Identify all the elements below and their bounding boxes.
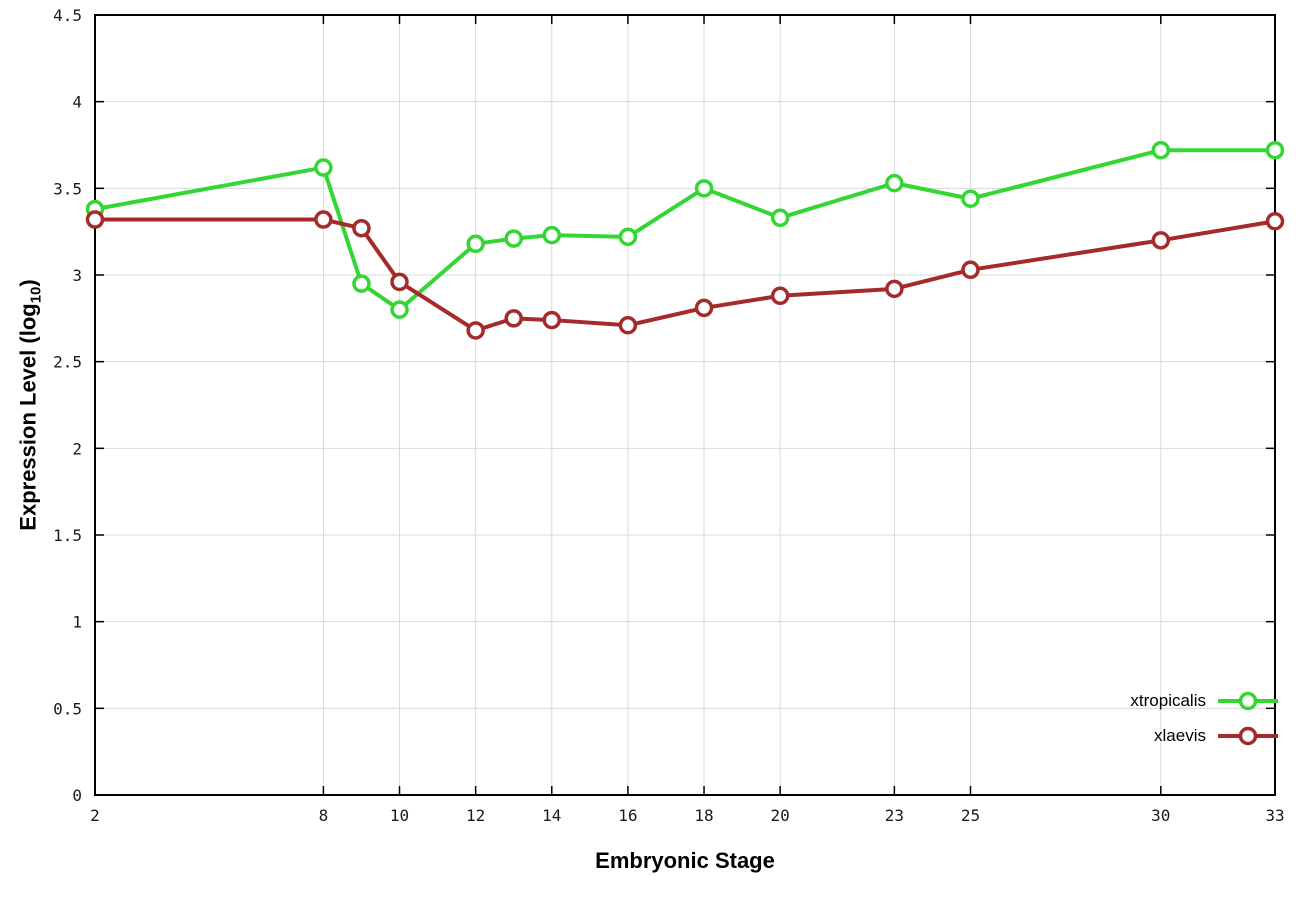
data-point-xtropicalis bbox=[504, 229, 523, 248]
data-point-xlaevis bbox=[618, 316, 638, 335]
x-tick-label: 25 bbox=[961, 806, 980, 825]
y-axis-label-suffix: ) bbox=[15, 279, 41, 287]
y-tick-label: 1.5 bbox=[53, 526, 82, 545]
series-line-xlaevis bbox=[93, 217, 1277, 333]
data-point-xtropicalis bbox=[390, 300, 409, 319]
data-point-xtropicalis bbox=[618, 227, 638, 247]
data-point-xtropicalis bbox=[1265, 140, 1285, 160]
y-tick-label: 4.5 bbox=[53, 6, 82, 25]
legend-marker-icon bbox=[1218, 691, 1278, 711]
data-point-xlaevis bbox=[466, 321, 485, 340]
legend: xtropicalis xlaevis bbox=[1130, 686, 1280, 751]
data-point-xlaevis bbox=[885, 279, 904, 299]
x-tick-label: 33 bbox=[1265, 806, 1284, 825]
y-tick-label: 4 bbox=[72, 93, 82, 112]
x-tick-label: 16 bbox=[618, 806, 637, 825]
legend-marker-icon bbox=[1218, 726, 1278, 746]
data-point-xtropicalis bbox=[466, 234, 485, 254]
y-tick-label: 3 bbox=[72, 266, 82, 285]
y-tick-label: 1 bbox=[72, 613, 82, 632]
y-axis-label-subscript: 10 bbox=[27, 286, 45, 304]
y-axis-label-text: Expression Level (log bbox=[15, 303, 41, 531]
data-point-xlaevis bbox=[85, 210, 105, 229]
x-tick-label: 2 bbox=[90, 806, 100, 825]
x-tick-label: 30 bbox=[1151, 806, 1170, 825]
legend-label: xlaevis bbox=[1154, 726, 1206, 745]
data-point-xtropicalis bbox=[542, 225, 562, 245]
x-tick-label: 8 bbox=[319, 806, 329, 825]
data-point-xtropicalis bbox=[352, 274, 371, 293]
x-tick-label: 14 bbox=[542, 806, 561, 825]
data-point-xtropicalis bbox=[1151, 140, 1171, 160]
data-point-xlaevis bbox=[504, 309, 523, 328]
data-point-xtropicalis bbox=[694, 179, 714, 198]
data-point-xtropicalis bbox=[314, 158, 333, 177]
data-point-xlaevis bbox=[1265, 212, 1285, 231]
x-tick-label: 10 bbox=[390, 806, 409, 825]
data-point-xlaevis bbox=[542, 310, 562, 330]
x-tick-label: 12 bbox=[466, 806, 485, 825]
x-axis-label: Embryonic Stage bbox=[595, 848, 775, 873]
data-point-xlaevis bbox=[390, 272, 409, 292]
y-tick-label: 2 bbox=[72, 439, 82, 458]
data-point-xlaevis bbox=[352, 218, 371, 238]
data-point-xtropicalis bbox=[885, 173, 904, 193]
y-axis-label: Expression Level (log10) bbox=[15, 279, 44, 530]
data-point-xtropicalis bbox=[961, 189, 980, 208]
series-line-xtropicalis bbox=[93, 148, 1277, 312]
y-tick-label: 0.5 bbox=[53, 699, 82, 718]
data-point-xlaevis bbox=[694, 298, 714, 318]
y-tick-label: 0 bbox=[72, 786, 82, 805]
legend-label: xtropicalis bbox=[1130, 691, 1206, 710]
y-tick-label: 3.5 bbox=[53, 179, 82, 198]
x-tick-label: 23 bbox=[885, 806, 904, 825]
data-point-xlaevis bbox=[1151, 231, 1171, 250]
data-point-xlaevis bbox=[314, 210, 333, 229]
data-point-xlaevis bbox=[770, 286, 790, 306]
y-tick-label: 2.5 bbox=[53, 353, 82, 372]
x-tick-label: 18 bbox=[694, 806, 713, 825]
data-point-xtropicalis bbox=[770, 208, 790, 228]
legend-item-xlaevis: xlaevis bbox=[1130, 721, 1280, 751]
plot-border bbox=[94, 14, 1276, 796]
data-point-xlaevis bbox=[961, 260, 980, 280]
legend-item-xtropicalis: xtropicalis bbox=[1130, 686, 1280, 716]
x-tick-label: 20 bbox=[771, 806, 790, 825]
